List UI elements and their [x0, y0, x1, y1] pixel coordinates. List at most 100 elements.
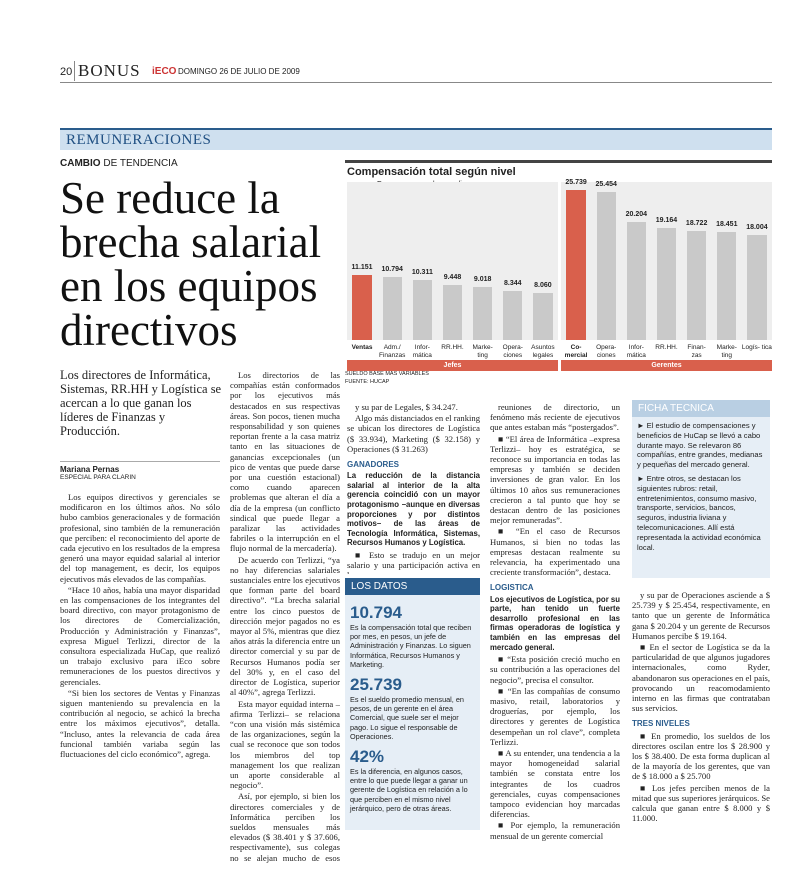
paragraph: ■ En el sector de Logística se da la par…: [632, 642, 770, 714]
chart-title: Compensación total según nivel: [345, 160, 772, 181]
bar: [442, 284, 463, 340]
band-title: REMUNERACIONES: [66, 132, 212, 148]
datos-box: LOS DATOS 10.794 Es la compensación total…: [345, 578, 480, 830]
ficha-item: ► El estudio de compensaciones y benefic…: [637, 421, 763, 470]
page-header: 20 BONUS iECO DOMINGO 26 DE JULIO DE 200…: [60, 61, 772, 83]
paragraph: ■ En promedio, los sueldos de los direct…: [632, 730, 770, 782]
subheading: GANADORES: [347, 460, 400, 470]
paragraph: ■ “En las compañías de consumo masivo, r…: [490, 685, 620, 747]
value-label: 25.739: [565, 179, 587, 186]
column: reuniones de directorio, un fenómeno más…: [490, 402, 620, 865]
panel-name: Jefes: [347, 360, 558, 371]
paragraph: De acuerdo con Terlizzi, “ya no hay dife…: [230, 554, 340, 698]
panel-name: Gerentes: [561, 360, 772, 371]
paragraph: “Hace 10 años, había una mayor disparida…: [60, 584, 220, 687]
datos-title: LOS DATOS: [345, 578, 480, 595]
bar: [747, 235, 767, 340]
paragraph: “Si bien los sectores de Ventas y Finanz…: [60, 687, 220, 760]
bar: [382, 277, 402, 340]
ficha-box: FICHA TECNICA ► El estudio de compensaci…: [632, 400, 770, 578]
category-label: Opera- ciones: [502, 344, 523, 359]
paragraph: Los directorios de las compañías están c…: [230, 370, 340, 554]
author: Mariana Pernas: [60, 465, 120, 474]
category-label: Opera- ciones: [596, 344, 617, 359]
paragraph: ■ “En el caso de Recursos Humanos, si bi…: [490, 526, 620, 578]
ficha-body: ► El estudio de compensaciones y benefic…: [632, 417, 770, 560]
paragraph: y su par de Operaciones asciende a $ 25.…: [632, 590, 770, 641]
chart-source: FUENTE: HUCAP: [345, 379, 390, 385]
paragraph: Esta mayor equidad interna –afirma Terli…: [230, 698, 340, 791]
chart-note: SUELDO BASE MAS VARIABLES: [345, 371, 429, 377]
column: Los directorios de las compañías están c…: [230, 370, 340, 865]
category-label: Marke- ting: [472, 344, 493, 359]
paragraph: y su par de Legales, $ 34.247.: [355, 402, 458, 412]
category-label: Infor- mática: [626, 344, 646, 359]
page-number: 20: [60, 66, 73, 78]
brand: iECO: [152, 66, 177, 77]
category-label: Marke- ting: [716, 344, 737, 359]
chart: Compensación total según nivel En pesos …: [345, 160, 772, 395]
value-label: 8.344: [504, 280, 522, 288]
paragraph: Así, por ejemplo, si bien los directores…: [230, 791, 340, 865]
category-label: Infor- mática: [412, 344, 432, 359]
value-label: 20.204: [625, 211, 648, 219]
paragraph: ■ “Esta posición creció mucho en su cont…: [490, 654, 620, 685]
bar: [686, 230, 707, 340]
datos-body: 10.794 Es la compensación total que recib…: [345, 595, 480, 815]
subheading: TRES NIVELES: [632, 719, 690, 729]
value-label: 19.164: [655, 217, 678, 225]
datos-figure: 42%: [350, 747, 385, 767]
paragraph: reuniones de directorio, un fenómeno más…: [490, 402, 620, 433]
paragraph: ■ Los jefes perciben menos de la mitad q…: [632, 782, 770, 824]
column: Los equipos directivos y gerenciales se …: [60, 492, 220, 867]
value-label: 10.311: [411, 268, 433, 276]
section-name: BONUS: [74, 61, 141, 81]
category-label: RR.HH.: [655, 344, 678, 351]
bar: [656, 228, 677, 340]
bar: [503, 291, 523, 340]
ficha-title: FICHA TECNICA: [632, 400, 770, 417]
section-band: REMUNERACIONES: [60, 128, 772, 150]
author-role: ESPECIAL PARA CLARIN: [60, 474, 136, 481]
paragraph: ■ A su entender, una tendencia a la mayo…: [490, 748, 620, 820]
ficha-item: ► Entre otros, se destacan los siguiente…: [637, 473, 761, 552]
datos-text: Es el sueldo promedio mensual, en pesos,…: [350, 695, 464, 741]
paragraph: Algo más distanciados en el ranking se u…: [347, 413, 480, 454]
datos-text: Es la diferencia, en algunos casos, entr…: [350, 767, 468, 813]
kicker-text: DE TENDENCIA: [103, 158, 178, 169]
value-label: 18.004: [746, 224, 768, 232]
category-label: Adm./ Finanzas: [379, 344, 406, 359]
value-label: 10.794: [381, 266, 403, 274]
kicker-bold: CAMBIO: [60, 158, 101, 169]
bar: [352, 275, 372, 340]
column: y su par de Operaciones asciende a $ 25.…: [632, 590, 770, 865]
deck: Los directores de Informática, Sistemas,…: [60, 368, 222, 438]
headline: Se reduce la brecha salarial en los equi…: [60, 173, 322, 355]
value-label: 8.060: [534, 282, 552, 290]
lead-paragraph: Los ejecutivos de Logística, por su part…: [490, 594, 620, 652]
paragraph: ■ Esto se tradujo en un mejor salario y …: [347, 549, 480, 574]
date: DOMINGO 26 DE JULIO DE 2009: [178, 67, 300, 76]
datos-text: Es la compensación total que reciben por…: [350, 623, 472, 669]
datos-figure: 25.739: [350, 675, 402, 695]
kicker: CAMBIO DE TENDENCIA: [60, 158, 178, 169]
category-label: Asuntos legales: [531, 344, 555, 359]
value-label: 11.151: [351, 264, 373, 271]
paragraph: ■ “El área de Informática –expresa Terli…: [490, 433, 620, 526]
category-label: RR.HH.: [441, 344, 464, 351]
bar: [596, 191, 616, 340]
value-label: 25.454: [595, 180, 617, 188]
byline: Mariana Pernas ESPECIAL PARA CLARIN: [60, 461, 220, 481]
paragraph: ■ Por ejemplo, la remuneración mensual d…: [490, 820, 620, 841]
bar: [626, 222, 646, 340]
category-label: Ventas: [351, 344, 373, 351]
bar: [472, 287, 493, 340]
value-label: 18.451: [716, 221, 738, 229]
column: y su par de Legales, $ 34.247. Algo más d…: [347, 402, 480, 574]
value-label: 9.448: [443, 273, 462, 281]
category-label: Logís- tica: [741, 344, 772, 351]
value-label: 9.018: [473, 276, 492, 284]
bar: [412, 279, 432, 340]
paragraph: Los equipos directivos y gerenciales se …: [60, 492, 220, 584]
